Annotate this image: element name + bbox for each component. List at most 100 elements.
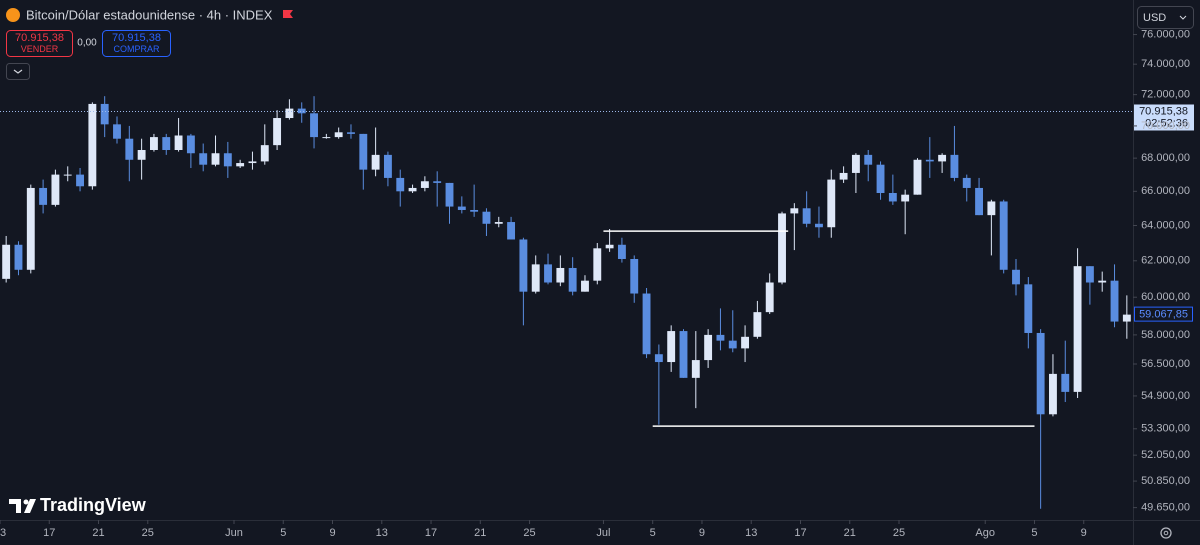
y-tick-label: 76.000,00 <box>1141 28 1190 40</box>
sell-button[interactable] <box>6 30 73 57</box>
candle-body <box>531 264 540 292</box>
candle-body <box>76 174 84 187</box>
candle-body <box>285 108 294 119</box>
x-tick-label: 9 <box>699 527 705 539</box>
x-tick-label: 17 <box>425 527 437 539</box>
y-tick-label: 49.650,00 <box>1141 502 1190 514</box>
candle-body <box>815 223 823 228</box>
settings-icon <box>1163 530 1169 536</box>
spread: 0,00 <box>77 38 97 49</box>
candle-body <box>544 264 552 283</box>
candle-body <box>593 248 602 281</box>
candle-body <box>433 181 442 183</box>
candle-body <box>457 206 466 210</box>
plot-area <box>0 96 1133 509</box>
candle-body <box>999 201 1008 270</box>
y-tick-label: 50.850,00 <box>1141 475 1190 487</box>
candle-body <box>950 154 959 178</box>
currency-button[interactable] <box>1137 6 1194 29</box>
candle-body <box>987 201 996 216</box>
candle-body <box>51 174 60 205</box>
y-tick-label: 60.000,00 <box>1141 291 1190 303</box>
x-tick-label: 5 <box>650 527 656 539</box>
candle-body <box>925 159 934 162</box>
x-tick-label: 13 <box>0 527 6 539</box>
x-tick-label: 5 <box>280 527 286 539</box>
candle-body <box>174 135 183 151</box>
candle-body <box>962 177 971 188</box>
candle-body <box>913 159 922 195</box>
candle-body <box>14 244 23 270</box>
x-tick-label: Ago <box>975 527 995 539</box>
candle-body <box>642 293 651 355</box>
candle-body <box>568 267 577 292</box>
buy-button[interactable] <box>102 30 171 57</box>
collapse-button[interactable] <box>6 63 30 80</box>
chevron-icon <box>1179 15 1187 20</box>
candle-body <box>691 360 700 378</box>
candle-body <box>100 103 109 125</box>
candle-body <box>248 161 257 164</box>
candle-body <box>728 340 737 349</box>
candle-body <box>149 137 158 151</box>
flag-icon[interactable] <box>283 10 293 18</box>
candle-body <box>2 244 11 279</box>
candle-body <box>617 244 626 259</box>
y-tick-label: 70.000,00 <box>1141 120 1190 132</box>
candle-body <box>260 145 269 162</box>
y-tick-label: 53.300,00 <box>1141 423 1190 435</box>
price-line-label: 70.915,38 <box>1139 105 1188 117</box>
logo-icon <box>23 499 29 505</box>
settings-button[interactable] <box>1160 527 1172 539</box>
candle-body <box>383 154 392 178</box>
chevron-icon <box>13 69 23 74</box>
y-tick-label: 62.000,00 <box>1141 255 1190 267</box>
candle-body <box>630 258 639 294</box>
candle-body <box>704 334 713 361</box>
candle-body <box>347 132 355 134</box>
candle-body <box>482 211 491 224</box>
price-countdown: 02:52:36 <box>1145 117 1188 129</box>
candle-body <box>975 187 984 216</box>
candle-body <box>741 336 750 349</box>
candle-body <box>679 331 688 378</box>
candle-body <box>654 354 663 363</box>
x-tick-label: 9 <box>1081 527 1087 539</box>
candle-body <box>322 137 331 139</box>
candle-body <box>507 222 516 240</box>
logo-text: TradingView <box>40 495 147 515</box>
x-tick-label: Jun <box>225 527 243 539</box>
y-tick-label: 52.050,00 <box>1141 449 1190 461</box>
candle-body <box>1110 280 1119 322</box>
x-tick-label: 5 <box>1031 527 1037 539</box>
x-tick-label: Jul <box>596 527 610 539</box>
y-tick-label: 56.500,00 <box>1141 358 1190 370</box>
candle-body <box>310 113 318 138</box>
price-line-label-box <box>1134 104 1194 131</box>
x-tick-label: 13 <box>745 527 757 539</box>
candle-body <box>494 222 503 224</box>
candle-body <box>186 135 195 154</box>
y-tick-label: 64.000,00 <box>1141 219 1190 231</box>
candle-body <box>297 108 306 114</box>
candle-body <box>223 153 232 167</box>
candle-body <box>938 154 947 162</box>
bitcoin-icon <box>6 8 20 22</box>
candle-body <box>581 280 589 292</box>
sell-label: VENDER <box>21 44 59 54</box>
x-tick-label: 21 <box>474 527 486 539</box>
candle-body <box>211 153 220 165</box>
y-tick-label: 74.000,00 <box>1141 58 1190 70</box>
candle-body <box>1098 280 1107 283</box>
candle-body <box>876 164 885 193</box>
candle-body <box>864 154 873 165</box>
candle-body <box>827 179 836 228</box>
candle-body <box>1024 284 1033 333</box>
sell-price: 70.915,38 <box>15 32 64 44</box>
candle-body <box>113 124 121 139</box>
candle-body <box>39 187 48 205</box>
candle-body <box>420 181 429 188</box>
x-tick-label: 9 <box>329 527 335 539</box>
